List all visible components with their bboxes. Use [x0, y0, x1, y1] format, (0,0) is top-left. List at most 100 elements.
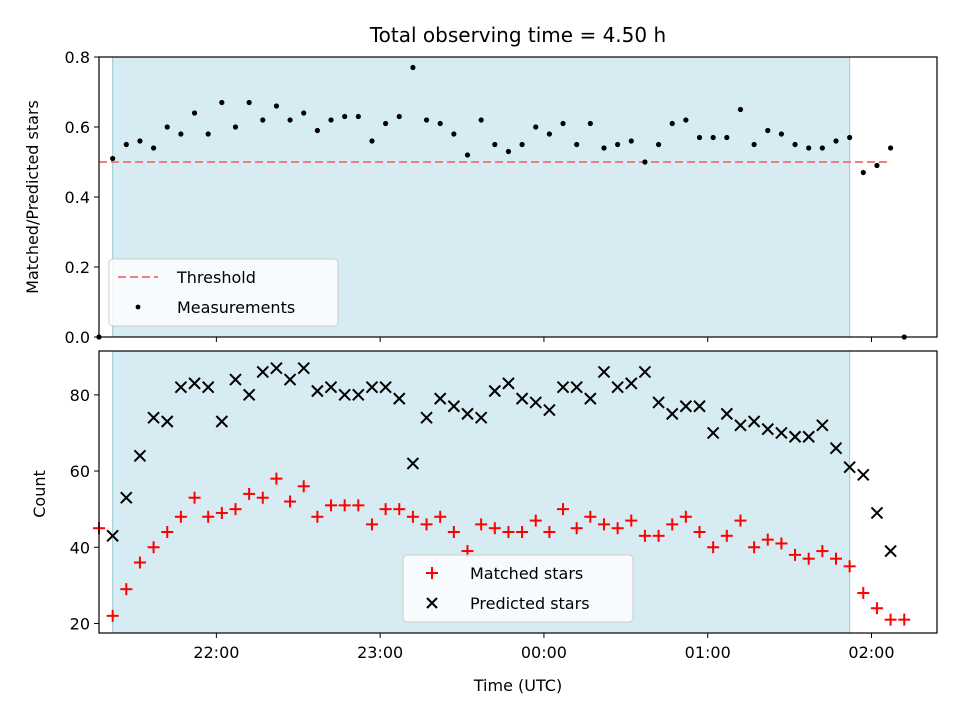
measurement-point: [615, 141, 621, 148]
bottom-x-tick-label: 02:00: [848, 643, 894, 662]
bottom-y-tick-label: 20: [70, 614, 90, 633]
predicted-star-point: [829, 441, 843, 455]
predicted-star-stroke: [365, 380, 379, 394]
predicted-star-point: [857, 468, 870, 482]
predicted-star-point: [147, 411, 160, 424]
predicted-star-point: [747, 415, 761, 428]
top-y-tick-label: 0.2: [65, 258, 90, 277]
predicted-star-stroke: [406, 457, 420, 470]
matched-star-point: [693, 526, 706, 539]
predicted-star-stroke: [379, 380, 392, 394]
predicted-star-stroke: [283, 373, 297, 386]
matched-star-point: [284, 495, 297, 508]
predicted-star-point: [406, 457, 420, 470]
predicted-star-point: [365, 380, 379, 394]
predicted-star-stroke: [829, 441, 843, 455]
measurement-point: [342, 113, 348, 120]
measurement-point: [301, 110, 307, 116]
predicted-star-stroke: [352, 388, 365, 402]
predicted-star-stroke: [515, 392, 529, 405]
measurement-point: [505, 148, 512, 155]
predicted-star-stroke: [256, 365, 269, 379]
measurement-point: [778, 131, 785, 137]
measurement-point: [642, 159, 648, 165]
predicted-star-point: [515, 392, 529, 405]
matched-star-point: [870, 602, 883, 615]
predicted-star-point: [338, 388, 351, 402]
predicted-star-stroke: [884, 544, 897, 558]
predicted-star-stroke: [488, 384, 502, 398]
top-legend: Threshold Measurements: [108, 258, 339, 327]
measurement-point: [792, 141, 798, 148]
predicted-star-point: [270, 361, 283, 375]
top-y-tick-label: 0.6: [65, 118, 90, 137]
predicted-star-point: [229, 373, 242, 386]
matched-star-point: [611, 522, 624, 535]
top-x-ticks: [215, 337, 872, 342]
measurement-point: [628, 138, 634, 144]
predicted-star-point: [693, 400, 706, 413]
predicted-star-stroke: [625, 377, 638, 390]
predicted-star-point: [788, 430, 802, 443]
matched-star-point: [379, 503, 392, 516]
predicted-star-point: [283, 373, 297, 386]
predicted-star-stroke: [775, 426, 788, 440]
matched-star-point: [120, 583, 133, 596]
matched-star-point: [488, 522, 501, 535]
predicted-star-stroke: [161, 415, 174, 428]
bottom-x-ticks: 22:00 23:00 00:00 01:00 02:00: [193, 633, 895, 662]
predicted-star-point: [474, 411, 488, 424]
matched-star-point: [147, 541, 160, 554]
bottom-y-axis-label: Count: [30, 470, 49, 518]
measurement-point: [874, 162, 880, 169]
measurement-point: [396, 113, 402, 120]
predicted-star-stroke: [870, 506, 884, 520]
matched-stars-layer: [93, 472, 911, 626]
measurement-point: [150, 145, 157, 151]
predicted-star-stroke: [843, 461, 856, 474]
measurement-point: [478, 117, 484, 123]
matched-star-point: [393, 503, 406, 516]
predicted-star-point: [816, 419, 829, 432]
measurement-point: [601, 145, 607, 151]
matched-star-point: [161, 526, 174, 539]
predicted-star-stroke: [652, 396, 665, 409]
measurement-point: [655, 141, 662, 148]
predicted-star-point: [215, 415, 229, 428]
predicted-star-point: [734, 419, 747, 432]
matched-star-point: [365, 518, 378, 531]
predicted-star-stroke: [474, 411, 488, 424]
matched-star-point: [597, 518, 610, 531]
measurement-point: [423, 117, 430, 123]
bottom-x-tick-label: 00:00: [521, 643, 567, 662]
predicted-star-stroke: [420, 411, 433, 424]
measurement-point: [110, 155, 116, 162]
predicted-star-stroke: [666, 407, 679, 421]
measurement-point: [451, 131, 457, 137]
predicted-star-point: [775, 426, 788, 440]
predicted-stars-legend-label: Predicted stars: [470, 594, 590, 613]
predicted-star-point: [529, 396, 542, 409]
matched-star-point: [174, 510, 187, 523]
predicted-star-point: [447, 400, 461, 413]
measurement-point: [683, 117, 689, 123]
predicted-star-point: [584, 392, 597, 405]
predicted-star-stroke: [747, 415, 761, 428]
predicted-star-stroke: [106, 529, 119, 543]
measurement-point: [205, 131, 211, 137]
matched-star-point: [106, 609, 119, 622]
predicted-star-point: [638, 365, 652, 379]
predicted-star-point: [242, 388, 256, 402]
bottom-axes-frame: [98, 350, 938, 634]
matched-star-point: [734, 514, 747, 527]
chart-title: Total observing time = 4.50 h: [369, 23, 666, 47]
predicted-star-stroke: [679, 400, 693, 413]
matched-star-point: [215, 506, 228, 519]
measurement-point: [328, 117, 334, 123]
matched-star-point: [584, 510, 597, 523]
predicted-star-stroke: [433, 392, 447, 405]
measurement-point: [696, 134, 703, 141]
threshold-legend-label: Threshold: [176, 268, 256, 287]
predicted-star-point: [133, 449, 147, 463]
